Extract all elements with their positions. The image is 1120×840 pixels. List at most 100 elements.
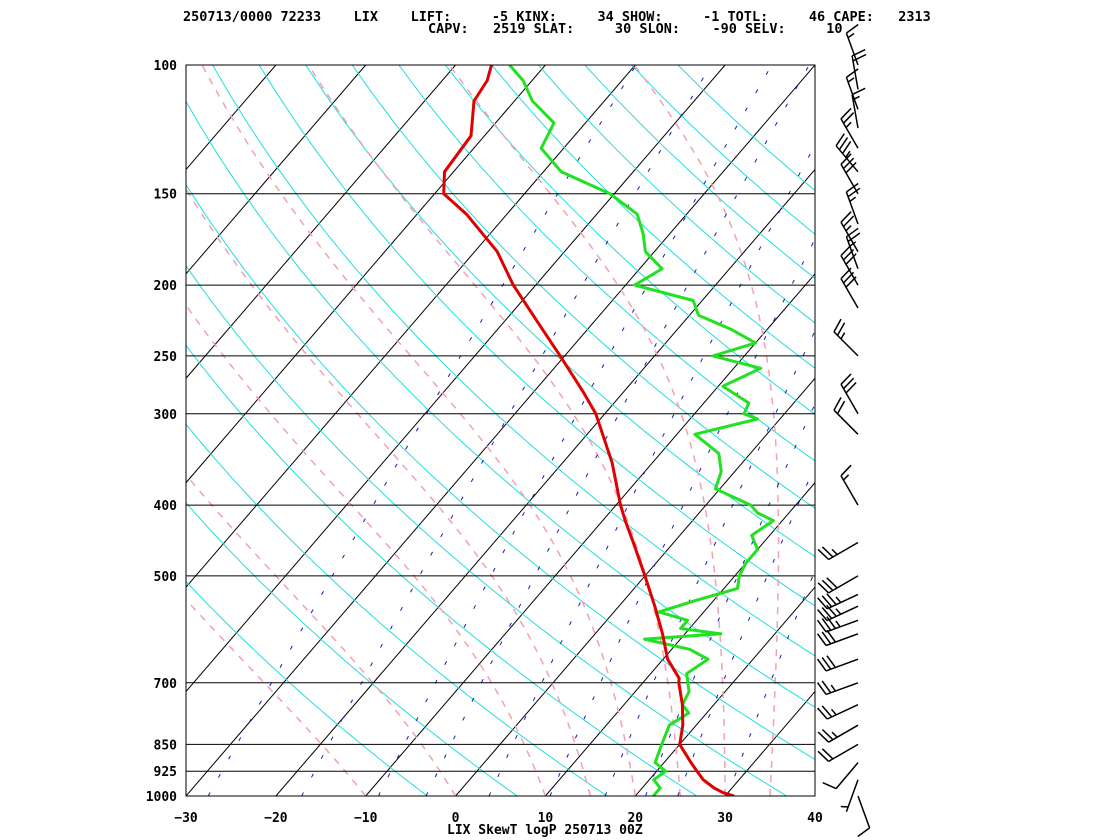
- pressure-tick-label: 400: [154, 499, 178, 514]
- dry-adiabat-line: [186, 100, 815, 708]
- wind-barb-flag: [816, 633, 827, 646]
- wind-barb-flag: [842, 157, 855, 170]
- wind-barb-flag: [857, 827, 871, 838]
- isotherm-line: [634, 586, 815, 796]
- wind-barb-staff: [828, 575, 859, 594]
- temperature-tick-label: 20: [627, 811, 643, 826]
- wind-barb-flag: [821, 546, 834, 558]
- temperature-tick-label: 10: [538, 811, 554, 826]
- wind-barb-flag: [840, 211, 852, 223]
- wind-barb-flag: [845, 161, 857, 174]
- wind-barb-flag: [852, 53, 867, 62]
- wind-barb-flag: [836, 400, 846, 415]
- wind-barb-flag: [845, 253, 857, 265]
- wind-barb-staff: [840, 383, 859, 415]
- wind-barb: [857, 795, 871, 838]
- wind-barb: [816, 655, 859, 672]
- wind-barb-flag: [821, 728, 834, 741]
- wind-barb-flag: [845, 381, 857, 394]
- wind-barb-staff: [828, 743, 859, 763]
- pressure-tick-label: 300: [154, 408, 178, 423]
- dry-adiabat-line: [258, 65, 815, 607]
- wind-barb: [833, 318, 859, 357]
- pressure-labels: 100 150 200 250 300 400 500 700 850 925 1000: [146, 59, 177, 805]
- wind-barb-staff: [840, 255, 859, 286]
- wind-barb-staff: [826, 605, 859, 622]
- mixing-ratio-line: [549, 238, 815, 796]
- isotherm-line: [186, 65, 277, 171]
- pressure-tick-label: 700: [154, 677, 178, 692]
- isotherm-line: [724, 690, 815, 796]
- isobars: [186, 64, 815, 797]
- wind-barb-staff: [845, 236, 859, 270]
- wind-barb: [840, 244, 859, 286]
- wind-barb-half-flag: [847, 32, 855, 39]
- wind-barb-staff: [825, 682, 859, 696]
- wind-barb-flag: [826, 593, 837, 606]
- wind-barb: [816, 629, 859, 647]
- wind-barb-flag: [845, 182, 859, 193]
- dry-adiabat-line: [186, 423, 608, 796]
- mixing-ratio-line: [677, 464, 815, 796]
- wind-barb-flag: [817, 707, 828, 720]
- wind-barb-flag: [821, 595, 833, 608]
- wind-barb-half-flag: [840, 805, 849, 808]
- wind-barb-staff: [840, 163, 859, 195]
- mixing-ratio-line: [378, 65, 773, 796]
- chart-title: LIX SkewT logP 250713 00Z: [447, 823, 643, 838]
- wind-barb-flag: [840, 373, 852, 385]
- moist-adiabat-line: [448, 65, 726, 796]
- wind-barb: [840, 211, 859, 252]
- wind-barb-staff: [845, 32, 859, 66]
- wind-barb-flag: [833, 397, 842, 411]
- wind-barb-flag: [817, 597, 828, 610]
- wind-barb-half-flag: [835, 620, 841, 628]
- wind-barb-staff: [840, 221, 859, 252]
- wind-barb-flag: [822, 782, 837, 790]
- wind-barb: [817, 593, 859, 610]
- pressure-tick-label: 250: [154, 350, 178, 365]
- wind-barb-staff: [833, 409, 859, 435]
- dry-adiabat-line: [212, 65, 815, 657]
- mixing-ratio-line: [207, 65, 637, 796]
- plot-frame: [185, 64, 816, 797]
- dry-adiabat-line: [584, 65, 815, 279]
- wind-barb: [845, 23, 859, 66]
- wind-barb-flag: [817, 750, 830, 762]
- isotherm-line: [365, 273, 815, 796]
- wind-barb-staff: [857, 795, 871, 829]
- wind-barb-flag: [817, 548, 830, 561]
- wind-barb-flag: [841, 140, 852, 154]
- wind-barb-staff: [845, 191, 859, 225]
- wind-barb-half-flag: [831, 548, 838, 556]
- wind-barb: [822, 762, 859, 790]
- wind-barb-flag: [821, 617, 832, 631]
- wind-barb-half-flag: [830, 684, 837, 692]
- isotherm-line: [186, 65, 726, 693]
- wind-barb-staff: [840, 118, 859, 149]
- dry-adiabat-line: [351, 65, 815, 509]
- wind-barb: [816, 616, 859, 633]
- isotherm-line: [814, 795, 815, 796]
- wind-barb-flag: [833, 318, 842, 333]
- wind-barb-half-flag: [849, 241, 857, 247]
- mixing-ratio-line: [645, 402, 815, 796]
- wind-barb-flag: [816, 658, 827, 672]
- dry-adiabat-line: [186, 580, 429, 796]
- wind-barb-staff: [825, 633, 859, 647]
- wind-barb-flag: [851, 87, 866, 96]
- wind-barb-flag: [836, 322, 846, 336]
- wind-barb-flag: [821, 748, 834, 760]
- wind-barb-staff: [826, 704, 859, 720]
- wind-barb-half-flag: [835, 596, 842, 603]
- pressure-tick-label: 100: [154, 59, 178, 74]
- wind-barb-staff: [851, 55, 859, 90]
- wind-barb-flag: [826, 616, 837, 629]
- mixing-ratio-line: [604, 329, 815, 796]
- temperature-tick-label: 30: [717, 811, 733, 826]
- wind-barb: [817, 604, 859, 622]
- wind-barb-flag: [826, 604, 837, 617]
- dewpoint-trace: [508, 65, 775, 796]
- mixing-ratio-line: [425, 65, 810, 796]
- pressure-tick-label: 1000: [146, 790, 177, 805]
